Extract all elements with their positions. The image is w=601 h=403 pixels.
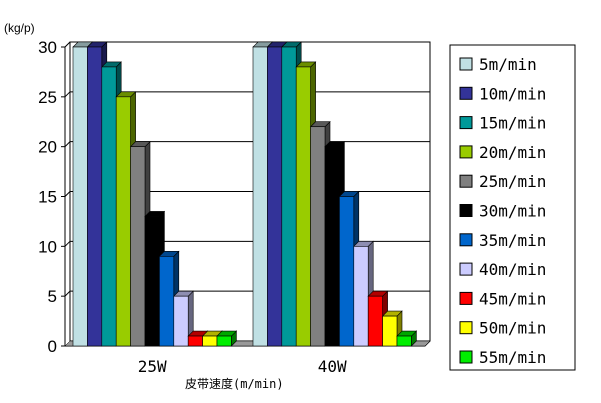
bar-front: [187, 335, 203, 347]
bar-front: [367, 295, 383, 347]
legend-swatch: [459, 174, 473, 188]
legend-swatch: [459, 204, 473, 217]
x-tick-label: 25W: [138, 357, 167, 376]
x-axis-label: 皮带速度(m/min): [185, 376, 284, 391]
y-tick-label: 15: [38, 188, 57, 207]
bar-front: [159, 255, 175, 347]
bar-front: [101, 66, 117, 347]
bar-front: [202, 335, 218, 347]
y-tick-label: 20: [38, 138, 57, 157]
bar-front: [115, 96, 131, 347]
x-tick-label: 40W: [318, 357, 347, 376]
bar-front: [87, 46, 103, 347]
bar-front: [72, 46, 88, 347]
bar-front: [216, 335, 232, 347]
bar-front: [130, 146, 146, 347]
legend-swatch: [459, 86, 473, 100]
bar-front: [353, 246, 369, 347]
legend-swatch: [459, 262, 473, 276]
y-tick-label: 30: [38, 38, 57, 57]
legend-label: 30m/min: [479, 202, 546, 221]
legend-swatch: [459, 116, 473, 130]
y-tick-label: 0: [48, 337, 57, 356]
legend-label: 10m/min: [479, 84, 546, 103]
legend-label: 15m/min: [479, 114, 546, 133]
legend-label: 35m/min: [479, 231, 546, 250]
bar-front: [339, 196, 355, 347]
legend-label: 55m/min: [479, 348, 546, 367]
bar: [216, 330, 238, 347]
legend-swatch: [459, 291, 473, 305]
y-tick-label: 10: [38, 237, 57, 256]
legend-swatch: [459, 57, 473, 71]
legend-label: 5m/min: [479, 55, 537, 74]
legend-label: 50m/min: [479, 319, 546, 338]
bar-front: [382, 315, 398, 347]
bar-front: [281, 46, 297, 347]
legend-label: 20m/min: [479, 143, 546, 162]
bar-front: [310, 126, 326, 347]
bar-front: [267, 46, 283, 347]
gridline: [64, 41, 430, 48]
legend-swatch: [459, 350, 473, 364]
y-tick-label: 25: [38, 88, 57, 107]
bar-front: [252, 46, 268, 347]
legend-label: 25m/min: [479, 172, 546, 191]
y-tick-label: 5: [48, 287, 57, 306]
bar-front: [324, 146, 340, 347]
y-axis-label: (kg/p): [4, 21, 35, 35]
bar-front: [173, 295, 189, 347]
legend-label: 45m/min: [479, 289, 546, 308]
legend-label: 40m/min: [479, 260, 546, 279]
bar-front: [295, 66, 311, 347]
bar-front: [144, 216, 160, 347]
bar-front: [396, 335, 412, 347]
legend-swatch: [459, 321, 473, 335]
legend-swatch: [459, 145, 473, 159]
bar: [396, 330, 418, 347]
legend-swatch: [459, 233, 473, 247]
